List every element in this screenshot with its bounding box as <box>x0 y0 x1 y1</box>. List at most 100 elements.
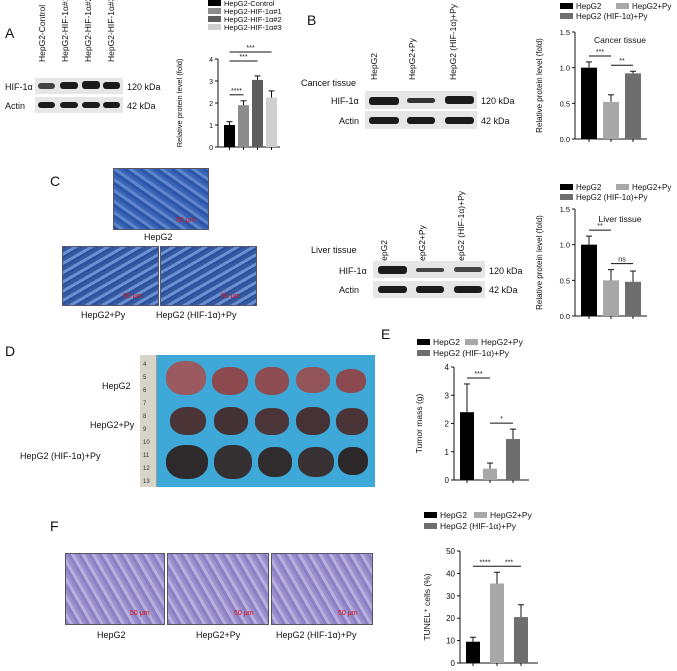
ruler: 4 5 6 7 8 9 10 11 12 13 <box>140 355 157 487</box>
legend-entry: HepG2 <box>440 510 467 520</box>
y-tick-label: 0.5 <box>560 276 570 285</box>
legend-entry: HepG2+Py <box>490 510 533 520</box>
ruler-tick: 7 <box>143 401 147 407</box>
row-label-hif: HIF-1α <box>339 266 367 276</box>
histology-image: 50 μm <box>62 246 159 306</box>
bar <box>460 412 474 480</box>
tumor-sample <box>214 407 248 435</box>
tumor-sample <box>338 447 368 475</box>
y-tick-label: 1.0 <box>560 241 570 250</box>
tunel-image: 50 μm <box>65 553 165 625</box>
y-tick-label: 0.5 <box>560 99 570 108</box>
legend-swatch <box>208 16 221 22</box>
row-label: HepG2 (HIF-1α)+Py <box>20 451 101 461</box>
significance-label: **** <box>480 559 491 566</box>
tissue-label: Liver tissue <box>311 245 357 255</box>
ruler-tick: 10 <box>143 440 150 446</box>
legend-entry: HepG2-HIF-1α#2 <box>224 15 282 24</box>
bar <box>514 617 528 663</box>
significance-label: *** <box>596 49 604 56</box>
kda-label: 120 kDa <box>481 96 515 106</box>
significance-label: *** <box>239 54 247 61</box>
row-label: HepG2+Py <box>90 420 135 430</box>
lane-label: HepG2 (HIF-1α)+Py <box>448 3 458 80</box>
y-tick-label: 3 <box>209 79 213 86</box>
tumor-sample <box>298 447 334 477</box>
legend-entry: HepG2+Py <box>632 2 671 11</box>
legend-swatch <box>424 512 437 518</box>
scale-bar-label: 50 μm <box>123 293 143 300</box>
ruler-tick: 6 <box>143 388 147 394</box>
significance-label: * <box>500 416 503 423</box>
y-tick-label: 10 <box>446 637 455 646</box>
y-tick-label: 0.0 <box>560 135 570 144</box>
y-tick-label: 4 <box>209 57 213 64</box>
significance-label: **** <box>231 88 242 95</box>
ruler-tick: 9 <box>143 427 147 433</box>
y-tick-label: 3 <box>445 391 450 400</box>
legend-swatch <box>424 523 437 529</box>
legend-swatch <box>417 339 430 345</box>
western-blot-hif <box>365 91 477 109</box>
y-tick-label: 4 <box>445 363 450 372</box>
tumor-sample <box>212 367 248 395</box>
tumor-sample <box>166 361 206 395</box>
scale-bar-label: 50 μm <box>234 610 254 617</box>
chart-title: Liver tissue <box>599 214 642 224</box>
tumor-sample <box>170 407 206 435</box>
legend-entry: HepG2 (HIF-1α)+Py <box>433 348 510 358</box>
panel-label-f: F <box>50 518 59 534</box>
significance-label: *** <box>474 371 482 378</box>
legend-swatch <box>465 339 478 345</box>
significance-label: *** <box>246 45 254 52</box>
row-label-actin: Actin <box>5 101 26 111</box>
legend-swatch <box>560 13 573 19</box>
legend-swatch <box>417 350 430 356</box>
image-caption: HepG2 <box>144 232 173 242</box>
panel-label-a: A <box>5 25 15 41</box>
legend-entry: HepG2 <box>576 2 602 11</box>
legend-swatch <box>208 0 221 6</box>
legend-swatch <box>616 3 629 9</box>
ruler-tick: 13 <box>143 479 150 485</box>
bar <box>483 468 497 480</box>
bar <box>603 101 619 139</box>
chart-a: HepG2-ControlHepG2-HIF-1α#1HepG2-HIF-1α#… <box>175 0 282 152</box>
image-caption: HepG2+Py <box>196 630 241 640</box>
bar <box>266 97 277 147</box>
kda-label: 120 kDa <box>127 82 161 92</box>
ruler-tick: 5 <box>143 375 147 381</box>
y-tick-label: 1 <box>445 448 450 457</box>
bar <box>466 641 480 663</box>
row-label-hif: HIF-1α <box>5 82 33 92</box>
kda-label: 42 kDa <box>481 116 510 126</box>
image-caption: HepG2 (HIF-1α)+Py <box>276 630 357 640</box>
legend-entry: HepG2 <box>433 337 460 347</box>
ruler-tick: 11 <box>143 453 150 459</box>
significance-label: ** <box>619 58 625 65</box>
panel-label-d: D <box>5 343 16 359</box>
y-axis-label: Relative protein level (fold) <box>175 58 184 147</box>
legend-entry: HepG2 (HIF-1α)+Py <box>440 521 517 531</box>
legend-entry: HepG2-HIF-1α#3 <box>224 23 282 32</box>
ruler-tick: 8 <box>143 414 147 420</box>
kda-label: 120 kDa <box>489 266 523 276</box>
legend-entry: HepG2-Control <box>224 0 275 8</box>
legend-entry: HepG2+Py <box>632 183 671 192</box>
western-blot-actin <box>373 281 485 298</box>
western-blot-hif <box>373 261 485 278</box>
tumor-sample <box>255 408 289 435</box>
image-caption: HepG2 <box>97 630 126 640</box>
lane-label: HepG2-HIF-1α#2 <box>83 0 93 62</box>
row-label-actin: Actin <box>339 285 360 295</box>
significance-label: ns <box>618 257 626 264</box>
tunel-image: 50 μm <box>271 553 373 625</box>
y-tick-label: 50 <box>446 547 455 556</box>
bar <box>224 125 235 147</box>
lane-label: HepG2-HIF-1α#3 <box>106 0 116 62</box>
legend-swatch <box>474 512 487 518</box>
tumor-sample <box>255 367 289 395</box>
